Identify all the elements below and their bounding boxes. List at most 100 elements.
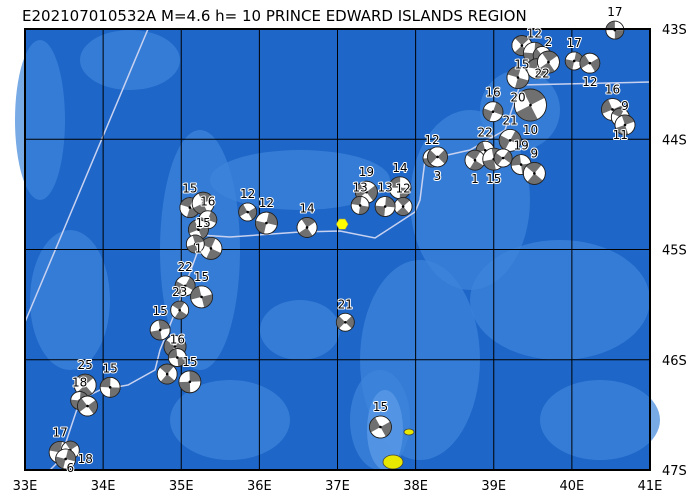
focal-mechanism-beachball[interactable] [238,202,258,222]
focal-mechanism-beachball[interactable] [77,395,98,417]
lon-tick-label: 33E [13,479,38,494]
depth-label: 22 [478,125,493,139]
depth-label: 16 [200,195,215,209]
lon-tick-label: 41E [638,479,663,494]
bathymetry-shallow [30,230,110,370]
bathymetry-shallow [80,30,180,90]
focal-mechanism-beachball[interactable] [514,88,547,122]
bathymetry-shallow [540,380,660,460]
focal-mechanism-beachball[interactable] [493,148,513,168]
focal-mechanism-beachball[interactable] [579,52,601,74]
map-border [24,28,651,471]
depth-label: 10 [523,123,538,137]
lon-tick-label: 37E [325,479,350,494]
depth-label: 15 [486,172,501,186]
map-title: E202107010532A M=4.6 h= 10 PRINCE EDWARD… [22,7,527,25]
depth-label: 6 [66,461,74,475]
depth-label: 12 [240,187,255,201]
lon-tick-label: 34E [91,479,116,494]
depth-label: 15 [514,58,529,72]
focal-mechanism-beachball[interactable] [167,348,187,367]
depth-label: 12 [395,182,410,196]
focal-mechanism-beachball[interactable] [156,363,178,385]
depth-label: 15 [103,361,118,375]
depth-label: 17 [607,5,622,19]
depth-label: 19 [513,139,528,153]
focal-mechanism-beachball[interactable] [199,236,223,260]
lat-tick-label: 47S [662,464,687,479]
bathymetry-shallow [170,380,290,460]
focal-mechanism-beachball[interactable] [350,195,370,215]
focal-mechanism-beachball[interactable] [464,149,486,171]
focal-mechanism-beachball[interactable] [163,335,187,358]
depth-label: 22 [178,260,193,274]
focal-mechanism-beachball[interactable] [369,415,392,439]
depth-label: 16 [605,82,620,96]
lon-tick-label: 39E [481,479,506,494]
lon-tick-label: 40E [559,479,584,494]
focal-mechanism-beachball[interactable] [522,162,546,185]
plate-boundary-line [24,28,149,323]
depth-label: 18 [72,376,87,390]
epicenter-marker[interactable] [335,218,349,230]
focal-mechanism-beachball[interactable] [506,66,530,89]
focal-mechanism-beachball[interactable] [190,285,213,309]
bathymetry-shallow [15,40,65,200]
lon-tick-label: 38E [403,479,428,494]
depth-label: 17 [567,36,582,50]
focal-mechanism-beachball[interactable] [99,376,121,398]
depth-label: 12 [527,26,542,40]
depth-label: 3 [434,169,442,183]
lat-tick-label: 44S [662,133,687,148]
focal-mechanism-beachball[interactable] [388,176,412,200]
depth-label: 15 [182,182,197,196]
focal-mechanism-beachball[interactable] [149,319,171,341]
focal-mechanism-beachball[interactable] [55,448,77,470]
depth-label: 16 [485,86,500,100]
depth-label: 11 [613,128,628,142]
focal-mechanism-beachball[interactable] [482,101,504,123]
focal-mechanism-beachball[interactable] [537,50,560,74]
focal-mechanism-beachball[interactable] [178,370,202,394]
depth-label: 21 [338,297,353,311]
focal-mechanism-beachball[interactable] [393,197,413,216]
depth-label: 2 [545,35,553,49]
focal-mechanism-beachball[interactable] [170,300,190,320]
focal-mechanism-beachball[interactable] [335,312,355,332]
lat-tick-label: 46S [662,354,687,369]
depth-label: 14 [392,161,407,175]
focal-mechanism-beachball[interactable] [427,146,448,168]
focal-mechanism-beachball[interactable] [296,217,318,238]
focal-mechanism-beachball[interactable] [255,211,278,235]
depth-label: 16 [170,333,185,347]
focal-mechanism-beachball[interactable] [185,234,205,254]
bathymetry-shallow [260,300,340,360]
plate-boundary-line [199,81,651,239]
marion-island [382,454,404,470]
depth-label: 13 [378,181,393,195]
depth-label: 20 [510,91,525,105]
focal-mechanism-beachball[interactable] [498,128,522,152]
depth-label: 15 [373,400,388,414]
bathymetry-shallow [210,150,390,210]
depth-label: 12 [582,75,597,89]
focal-mechanism-beachball[interactable] [614,114,636,136]
focal-mechanism-beachball[interactable] [605,20,625,40]
depth-label: 17 [53,425,68,439]
depth-label: 14 [299,201,314,215]
depth-label: 9 [531,146,539,160]
lat-tick-label: 45S [662,244,687,259]
focal-mechanism-beachball[interactable] [374,196,396,217]
focal-mechanism-beachball[interactable] [174,275,196,297]
lon-tick-label: 36E [247,479,272,494]
depth-label: 25 [78,358,93,372]
depth-label: 9 [621,99,629,113]
lon-tick-label: 35E [169,479,194,494]
focal-mechanism-beachball[interactable] [564,51,584,71]
depth-label: 18 [78,452,93,466]
bathymetry-shallow [470,240,650,360]
depth-label: 12 [259,196,274,210]
depth-label: 15 [194,270,209,284]
